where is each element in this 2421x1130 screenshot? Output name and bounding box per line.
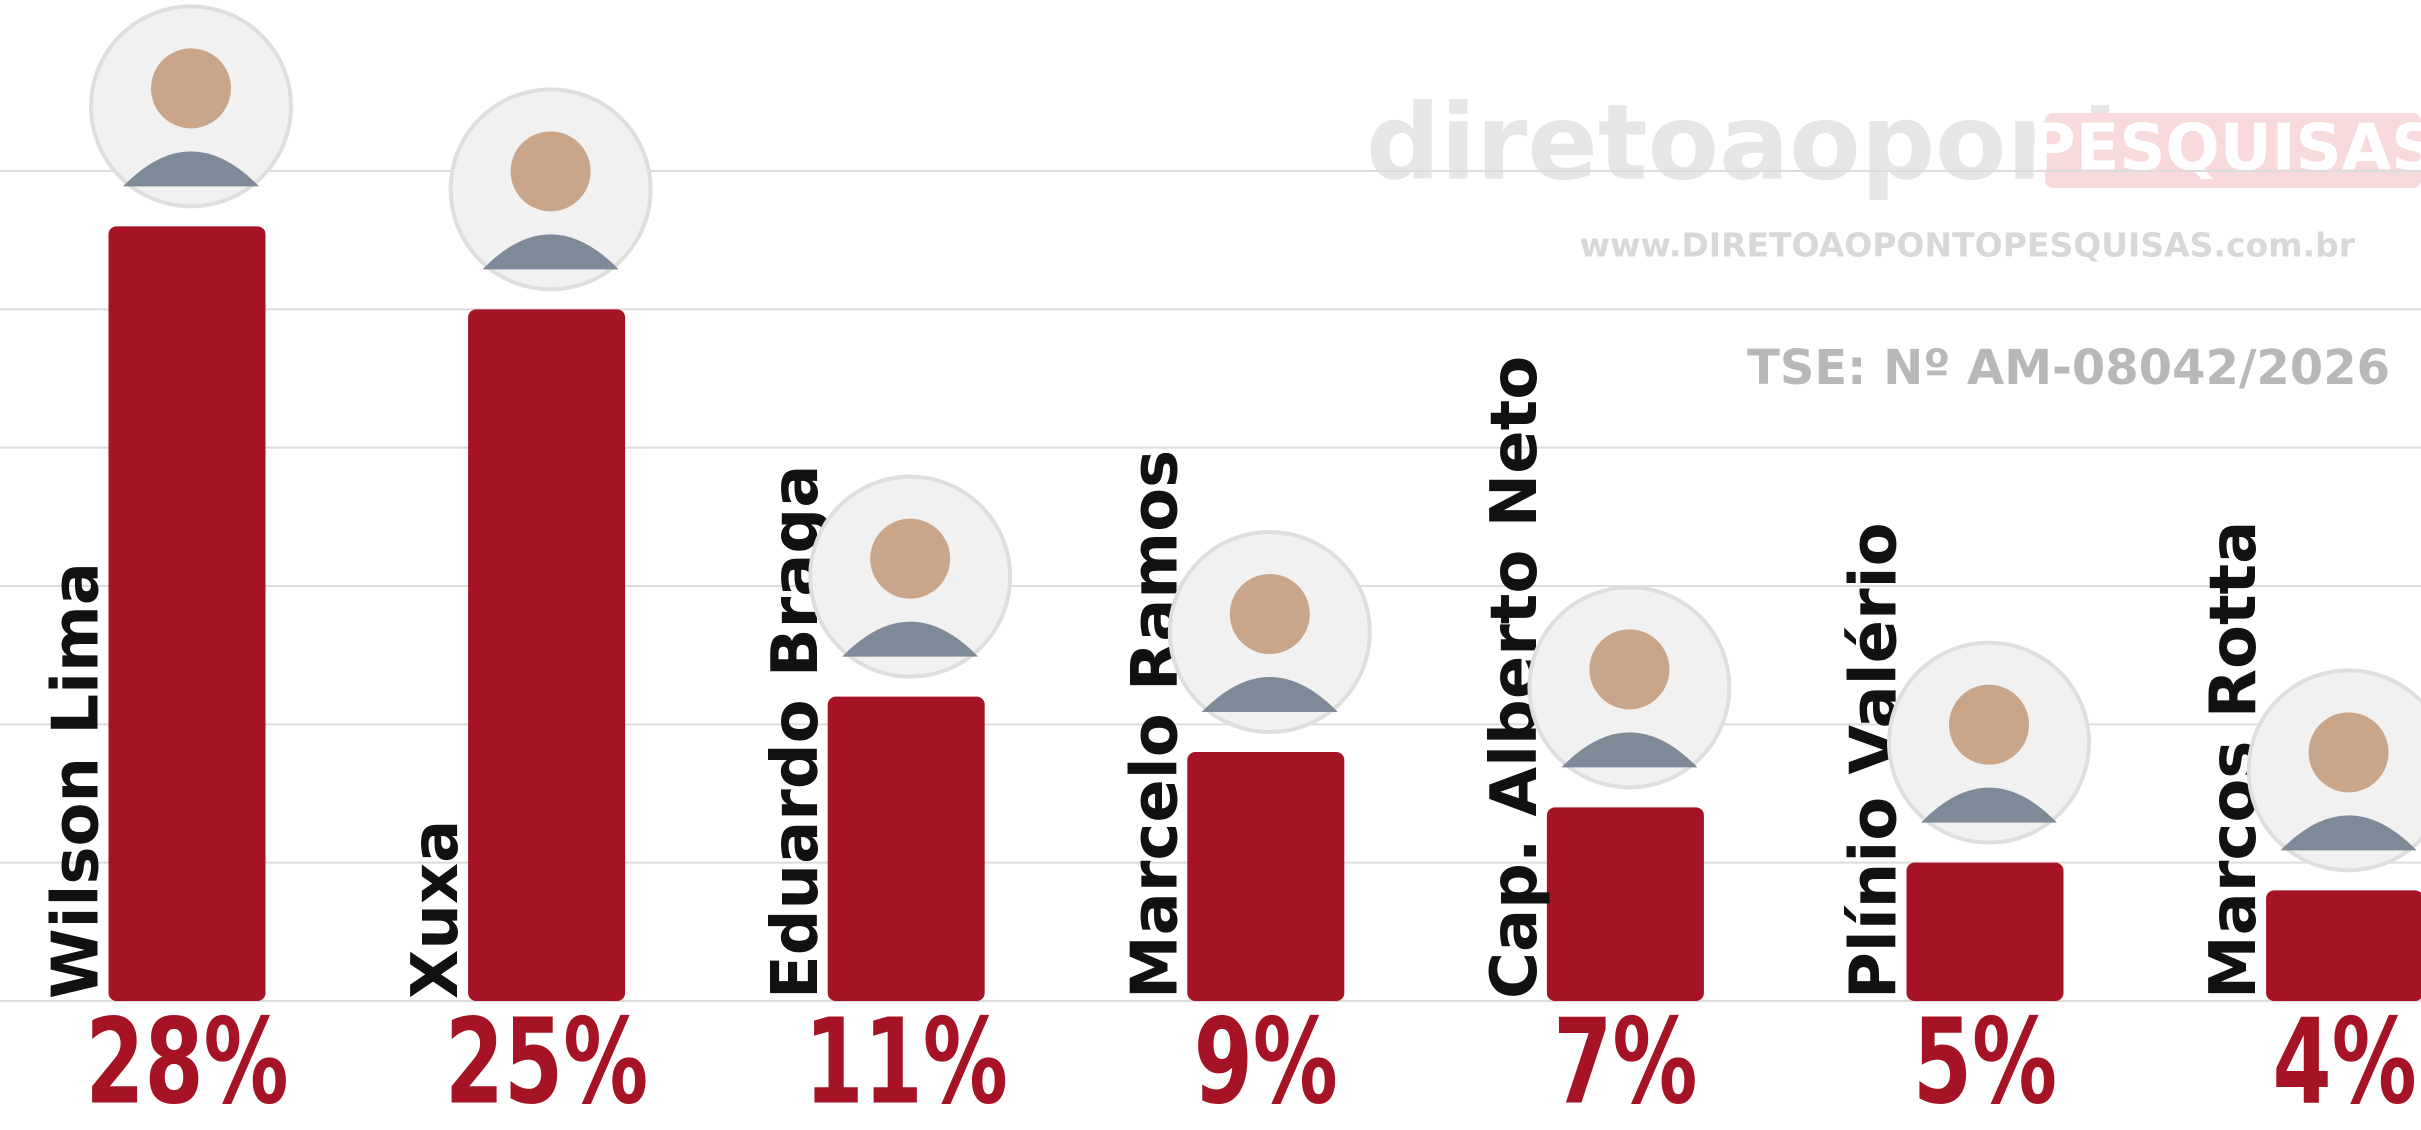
candidate-photo — [448, 87, 653, 292]
photo-head — [870, 518, 951, 599]
photo-head — [2308, 712, 2389, 793]
photo-body — [842, 621, 979, 657]
photo-head — [1229, 574, 1310, 654]
photo-body — [1201, 677, 1338, 712]
candidate-name: Marcelo Ramos — [1118, 450, 1192, 999]
photo-body — [1921, 787, 2057, 823]
candidate-name: Xuxa — [399, 820, 473, 999]
registration: TSE: Nº AM-08042/2026 — [1747, 340, 2390, 396]
candidate-photo — [1887, 640, 2091, 845]
value-label: 11% — [805, 995, 1008, 1130]
bar — [2266, 890, 2421, 1001]
candidate-photo — [89, 4, 293, 209]
value-label: 28% — [85, 995, 288, 1130]
candidate-photo — [808, 474, 1013, 679]
value-label: 5% — [1913, 995, 2057, 1130]
brand-tag-box — [2045, 113, 2421, 188]
candidate-photo — [1527, 585, 1732, 790]
value-label: 4% — [2272, 995, 2416, 1130]
website: www.DIRETOAOPONTOPESQUISAS.com.br — [1580, 226, 2356, 265]
value-label: 9% — [1194, 995, 1338, 1130]
candidate-photo — [2246, 668, 2421, 873]
candidate-name: Wilson Lima — [40, 562, 114, 999]
bar — [1906, 862, 2064, 1001]
candidate-photo — [1167, 530, 1372, 734]
bar — [1187, 752, 1345, 1001]
brand-tag: PESQUISAS — [2029, 112, 2421, 186]
photo-body — [2280, 815, 2417, 851]
photo-head — [510, 131, 591, 212]
bar — [468, 309, 626, 1001]
photo-head — [1589, 629, 1670, 710]
bar — [108, 226, 266, 1002]
photo-head — [1949, 684, 2029, 765]
value-label: 25% — [445, 995, 648, 1130]
bar — [827, 696, 985, 1001]
bar — [1546, 807, 1704, 1001]
value-label: 7% — [1553, 995, 1697, 1130]
photo-body — [1561, 732, 1698, 768]
photo-body — [123, 151, 259, 187]
photo-head — [151, 48, 231, 129]
photo-body — [482, 234, 619, 270]
